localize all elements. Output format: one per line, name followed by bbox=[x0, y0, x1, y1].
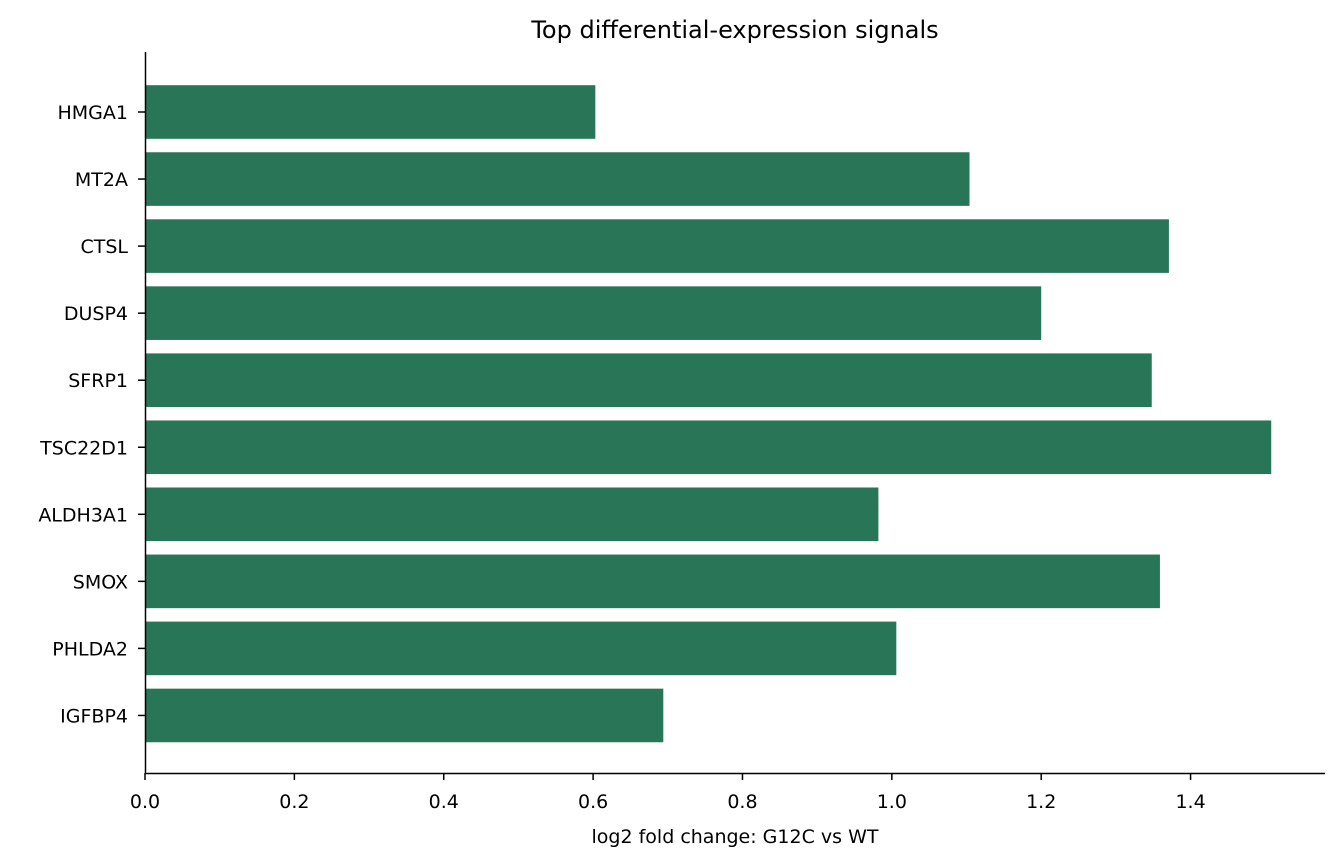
y-tick-label: TSC22D1 bbox=[39, 437, 128, 459]
bar-aldh3a1 bbox=[145, 487, 879, 542]
x-tick-label: 0.0 bbox=[130, 791, 160, 813]
y-tick-label: CTSL bbox=[80, 236, 128, 258]
y-tick-label: HMGA1 bbox=[58, 102, 129, 124]
y-ticks-group: HMGA1 MT2A CTSL DUSP4 SFRP1 TSC22D1 ALDH3A1 SMO… bbox=[38, 102, 145, 727]
y-tick-label: ALDH3A1 bbox=[38, 504, 128, 526]
x-tick-label: 1.4 bbox=[1175, 791, 1205, 813]
bar-ctsl bbox=[145, 219, 1169, 273]
bar-tsc22d1 bbox=[145, 420, 1272, 475]
bar-hmga1 bbox=[145, 85, 596, 139]
x-ticks-group: 0.0 0.2 0.4 0.6 0.8 1.0 1.2 1.4 bbox=[130, 773, 1206, 813]
bars-group bbox=[145, 85, 1272, 743]
bar-sfrp1 bbox=[145, 353, 1152, 407]
y-tick-label: SMOX bbox=[73, 571, 128, 593]
x-tick-label: 1.2 bbox=[1026, 791, 1056, 813]
chart-title: Top differential-expression signals bbox=[530, 16, 938, 44]
x-tick-label: 0.4 bbox=[429, 791, 459, 813]
x-tick-label: 0.2 bbox=[279, 791, 309, 813]
bar-smox bbox=[145, 554, 1160, 609]
y-tick-label: SFRP1 bbox=[68, 370, 128, 392]
y-tick-label: PHLDA2 bbox=[52, 638, 128, 660]
bar-phlda2 bbox=[145, 621, 897, 676]
bar-dusp4 bbox=[145, 286, 1042, 340]
x-tick-label: 0.8 bbox=[727, 791, 757, 813]
x-tick-label: 1.0 bbox=[877, 791, 907, 813]
bar-igfbp4 bbox=[145, 688, 664, 743]
y-tick-label: DUSP4 bbox=[64, 303, 128, 325]
bar-mt2a bbox=[145, 152, 970, 206]
x-tick-label: 0.6 bbox=[578, 791, 608, 813]
y-tick-label: IGFBP4 bbox=[60, 705, 128, 727]
y-tick-label: MT2A bbox=[75, 169, 128, 191]
x-axis-label: log2 fold change: G12C vs WT bbox=[592, 826, 879, 848]
